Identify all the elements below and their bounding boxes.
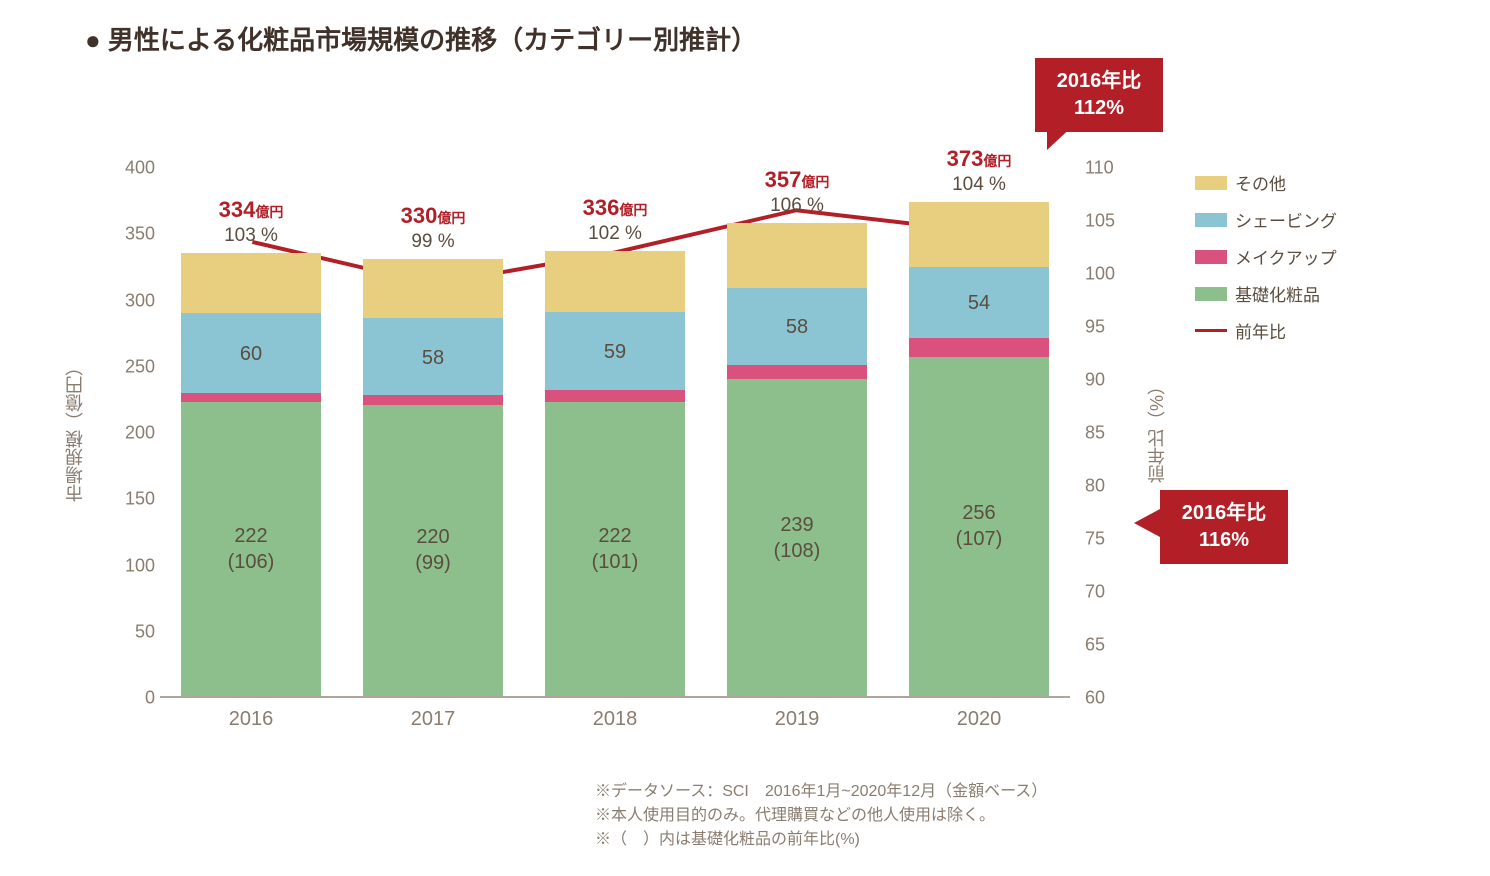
footnote-line: ※データソース：SCI 2016年1月~2020年12月（金額ベース） <box>595 780 1047 804</box>
legend: その他シェービングメイクアップ基礎化粧品前年比 <box>1195 170 1337 355</box>
yoy-percent-label: 102 % <box>545 223 685 245</box>
bar-segment-makeup <box>727 365 867 380</box>
basic-value-label: 222 (106) <box>181 523 321 575</box>
callout-bottom-arrow <box>1134 509 1160 537</box>
footnote-line: ※（ ）内は基礎化粧品の前年比(%) <box>595 828 1047 852</box>
y-left-tick: 100 <box>95 555 155 576</box>
y-left-tick: 200 <box>95 423 155 444</box>
y-right-tick: 60 <box>1085 688 1145 709</box>
total-label: 330億円 <box>363 203 503 229</box>
x-axis-label: 2020 <box>909 708 1049 731</box>
y-right-tick: 80 <box>1085 476 1145 497</box>
legend-label: メイクアップ <box>1235 244 1337 269</box>
legend-item-line: 前年比 <box>1195 318 1337 343</box>
y-right-tick: 65 <box>1085 635 1145 656</box>
y-left-tick: 50 <box>95 621 155 642</box>
legend-label: 前年比 <box>1235 318 1286 343</box>
x-axis-label: 2018 <box>545 708 685 731</box>
callout-bottom: 2016年比 116% <box>1160 490 1288 564</box>
total-label: 334億円 <box>181 197 321 223</box>
shaving-value-label: 60 <box>181 341 321 367</box>
y-left-tick: 250 <box>95 356 155 377</box>
y-right-tick: 110 <box>1085 158 1145 179</box>
y-left-tick: 400 <box>95 158 155 179</box>
bar-group: 201859222 (101) <box>545 166 685 696</box>
legend-item-shaving: シェービング <box>1195 207 1337 232</box>
legend-swatch <box>1195 250 1227 264</box>
bar-segment-other <box>181 253 321 313</box>
legend-swatch <box>1195 213 1227 227</box>
y-right-tick: 105 <box>1085 211 1145 232</box>
bar-segment-other <box>363 259 503 319</box>
callout-bottom-l1: 2016年比 <box>1182 502 1267 524</box>
x-axis-label: 2017 <box>363 708 503 731</box>
y-right-tick: 70 <box>1085 582 1145 603</box>
shaving-value-label: 54 <box>909 290 1049 316</box>
legend-label: 基礎化粧品 <box>1235 281 1320 306</box>
plot-area: 201660222 (106)201758220 (99)201859222 (… <box>160 168 1070 698</box>
y-left-tick: 300 <box>95 290 155 311</box>
basic-value-label: 239 (108) <box>727 512 867 564</box>
yoy-percent-label: 104 % <box>909 174 1049 196</box>
y-left-tick: 150 <box>95 489 155 510</box>
y-right-tick: 100 <box>1085 264 1145 285</box>
chart-title: ● 男性による化粧品市場規模の推移（カテゴリー別推計） <box>85 20 757 57</box>
legend-item-other: その他 <box>1195 170 1337 195</box>
y-right-tick: 95 <box>1085 317 1145 338</box>
basic-value-label: 222 (101) <box>545 523 685 575</box>
y-left-tick: 0 <box>95 688 155 709</box>
total-label: 357億円 <box>727 167 867 193</box>
basic-value-label: 220 (99) <box>363 524 503 576</box>
bar-segment-other <box>545 251 685 312</box>
shaving-value-label: 58 <box>363 345 503 371</box>
callout-top: 2016年比 112% <box>1035 58 1163 132</box>
yoy-percent-label: 106 % <box>727 195 867 217</box>
callout-bottom-l2: 116% <box>1199 529 1249 551</box>
callout-top-l2: 112% <box>1074 97 1124 119</box>
callout-top-l1: 2016年比 <box>1057 70 1142 92</box>
yoy-percent-label: 99 % <box>363 231 503 253</box>
basic-value-label: 256 (107) <box>909 500 1049 552</box>
legend-label: その他 <box>1235 170 1286 195</box>
legend-swatch <box>1195 176 1227 190</box>
x-axis-label: 2016 <box>181 708 321 731</box>
bar-group: 202054256 (107) <box>909 166 1049 696</box>
total-label: 336億円 <box>545 195 685 221</box>
bar-segment-makeup <box>181 393 321 402</box>
total-label: 373億円 <box>909 146 1049 172</box>
bar-group: 201958239 (108) <box>727 166 867 696</box>
bar-segment-other <box>909 202 1049 267</box>
y-axis-right-label: 前年比（%） <box>1144 377 1170 483</box>
yoy-percent-label: 103 % <box>181 225 321 247</box>
shaving-value-label: 59 <box>545 339 685 365</box>
footnote-line: ※本人使用目的のみ。代理購買などの他人使用は除く。 <box>595 804 1047 828</box>
shaving-value-label: 58 <box>727 314 867 340</box>
y-left-tick: 350 <box>95 224 155 245</box>
y-axis-left-label: 市場規模（億円） <box>62 358 88 502</box>
y-right-tick: 85 <box>1085 423 1145 444</box>
y-right-tick: 90 <box>1085 370 1145 391</box>
legend-swatch <box>1195 329 1227 332</box>
legend-item-makeup: メイクアップ <box>1195 244 1337 269</box>
bar-segment-makeup <box>545 390 685 402</box>
y-axis-right: 6065707580859095100105110 <box>1085 168 1145 698</box>
legend-label: シェービング <box>1235 207 1337 232</box>
y-axis-left: 050100150200250300350400 <box>95 168 155 698</box>
bar-segment-makeup <box>363 395 503 404</box>
x-axis-label: 2019 <box>727 708 867 731</box>
chart-container: ● 男性による化粧品市場規模の推移（カテゴリー別推計） 0 50 100 150 200… <box>0 0 1490 876</box>
legend-item-basic: 基礎化粧品 <box>1195 281 1337 306</box>
bar-segment-makeup <box>909 338 1049 357</box>
footnotes: ※データソース：SCI 2016年1月~2020年12月（金額ベース）※本人使用… <box>595 780 1047 852</box>
bar-segment-other <box>727 223 867 288</box>
legend-swatch <box>1195 287 1227 301</box>
